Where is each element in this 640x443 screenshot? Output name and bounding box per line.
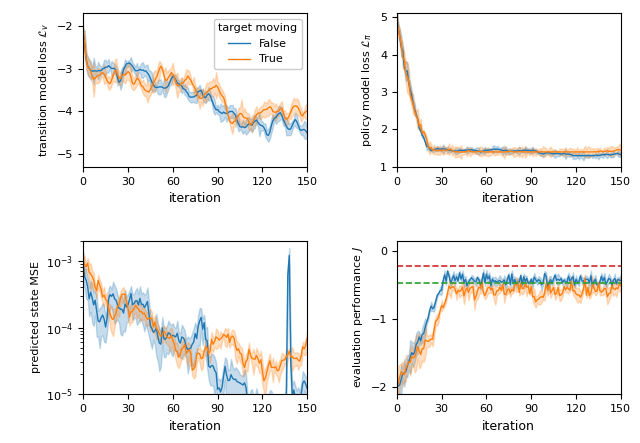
Legend: False, True: False, True xyxy=(214,19,301,69)
False xyxy=(300,127,308,132)
False xyxy=(264,133,272,138)
True xyxy=(246,122,254,128)
False xyxy=(303,130,311,136)
True xyxy=(159,66,166,72)
True xyxy=(303,108,311,113)
True xyxy=(215,88,223,93)
X-axis label: iteration: iteration xyxy=(169,192,221,205)
True xyxy=(188,81,196,86)
True xyxy=(236,111,244,116)
True xyxy=(300,110,308,116)
False xyxy=(159,85,166,90)
Line: True: True xyxy=(83,34,307,125)
False xyxy=(188,94,196,100)
True xyxy=(221,100,229,105)
X-axis label: iteration: iteration xyxy=(483,192,535,205)
Y-axis label: predicted state MSE: predicted state MSE xyxy=(31,261,40,373)
X-axis label: iteration: iteration xyxy=(483,420,535,432)
False xyxy=(79,31,87,36)
Y-axis label: policy model loss $\mathcal{L}_\pi$: policy model loss $\mathcal{L}_\pi$ xyxy=(360,33,374,147)
Y-axis label: evaluation performance $J$: evaluation performance $J$ xyxy=(351,246,365,389)
False xyxy=(215,109,223,114)
X-axis label: iteration: iteration xyxy=(169,420,221,432)
True xyxy=(79,31,87,36)
Line: False: False xyxy=(83,34,307,136)
False xyxy=(236,124,244,129)
Y-axis label: transition model loss $\mathcal{L}_v$: transition model loss $\mathcal{L}_v$ xyxy=(38,23,51,157)
False xyxy=(221,110,229,116)
